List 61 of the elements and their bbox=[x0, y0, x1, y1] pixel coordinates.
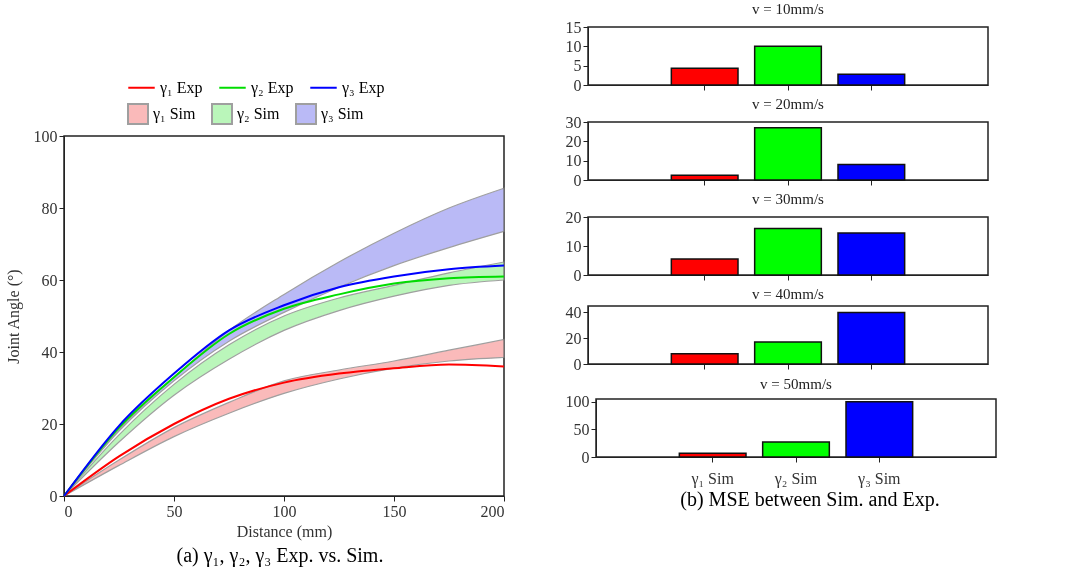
chart-title: v = 50mm/s bbox=[760, 375, 833, 392]
y-tick-label: 40 bbox=[41, 343, 58, 361]
legend-label: γ₂ Sim bbox=[236, 105, 280, 123]
y-tick-label: 60 bbox=[41, 271, 58, 289]
y-tick-label: 30 bbox=[565, 113, 582, 131]
x-tick-label: γ₁ Sim bbox=[690, 469, 735, 488]
bar bbox=[761, 441, 831, 458]
y-tick-label: 50 bbox=[573, 420, 590, 438]
chart-title: v = 40mm/s bbox=[752, 286, 825, 303]
y-tick-label: 15 bbox=[565, 18, 582, 36]
chart-title: v = 20mm/s bbox=[752, 96, 825, 112]
y-tick-label: 5 bbox=[573, 57, 582, 75]
x-tick-label: γ₂ Sim bbox=[773, 469, 818, 488]
bar bbox=[837, 232, 906, 276]
x-tick-label: 0 bbox=[64, 502, 73, 520]
x-tick-label: 150 bbox=[382, 502, 407, 520]
bar bbox=[670, 258, 739, 276]
bar bbox=[753, 227, 823, 276]
legend-label: γ₁ Exp bbox=[159, 78, 203, 97]
x-axis-title: Distance (mm) bbox=[236, 522, 333, 541]
bar bbox=[753, 341, 823, 365]
text: (a) γ₁, γ₂, γ₃ Exp. vs. Sim. bbox=[175, 544, 385, 567]
bar bbox=[845, 401, 914, 458]
bar bbox=[670, 67, 739, 86]
y-tick-label: 10 bbox=[565, 237, 582, 255]
bar bbox=[753, 45, 823, 86]
bar bbox=[837, 163, 906, 181]
x-tick-label: 200 bbox=[480, 502, 505, 520]
x-tick-label: γ₃ Sim bbox=[857, 469, 902, 488]
y-tick-label: 100 bbox=[565, 393, 590, 411]
y-axis-title: Joint Angle (°) bbox=[4, 269, 23, 364]
y-tick-label: 0 bbox=[49, 487, 58, 505]
bar bbox=[670, 352, 739, 365]
y-tick-label: 0 bbox=[573, 355, 582, 373]
y-tick-label: 20 bbox=[565, 132, 582, 150]
bar bbox=[678, 452, 747, 458]
y-tick-label: 20 bbox=[41, 415, 58, 433]
y-tick-label: 0 bbox=[581, 448, 590, 466]
y-tick-label: 10 bbox=[565, 37, 582, 55]
y-tick-label: 0 bbox=[573, 266, 582, 284]
legend-label: γ₂ Exp bbox=[250, 78, 294, 97]
chart-title: v = 30mm/s bbox=[752, 191, 825, 207]
y-tick-label: 20 bbox=[565, 208, 582, 226]
legend-label: γ₁ Sim bbox=[152, 105, 196, 123]
y-tick-label: 20 bbox=[565, 329, 582, 347]
bar bbox=[837, 311, 906, 365]
chart-title: v = 10mm/s bbox=[752, 1, 825, 17]
text: (b) MSE between Sim. and Exp. bbox=[679, 488, 941, 511]
y-tick-label: 10 bbox=[565, 152, 582, 170]
y-tick-label: 100 bbox=[33, 127, 58, 145]
legend-label: γ₃ Sim bbox=[320, 105, 364, 123]
y-tick-label: 0 bbox=[573, 76, 582, 94]
y-tick-label: 0 bbox=[573, 171, 582, 189]
bar bbox=[837, 73, 906, 86]
bar bbox=[670, 174, 739, 181]
legend-label: γ₃ Exp bbox=[341, 78, 385, 97]
x-tick-label: 50 bbox=[166, 502, 183, 520]
x-tick-label: 100 bbox=[272, 502, 297, 520]
bar bbox=[753, 127, 823, 181]
y-tick-label: 40 bbox=[565, 303, 582, 321]
y-tick-label: 80 bbox=[41, 199, 58, 217]
